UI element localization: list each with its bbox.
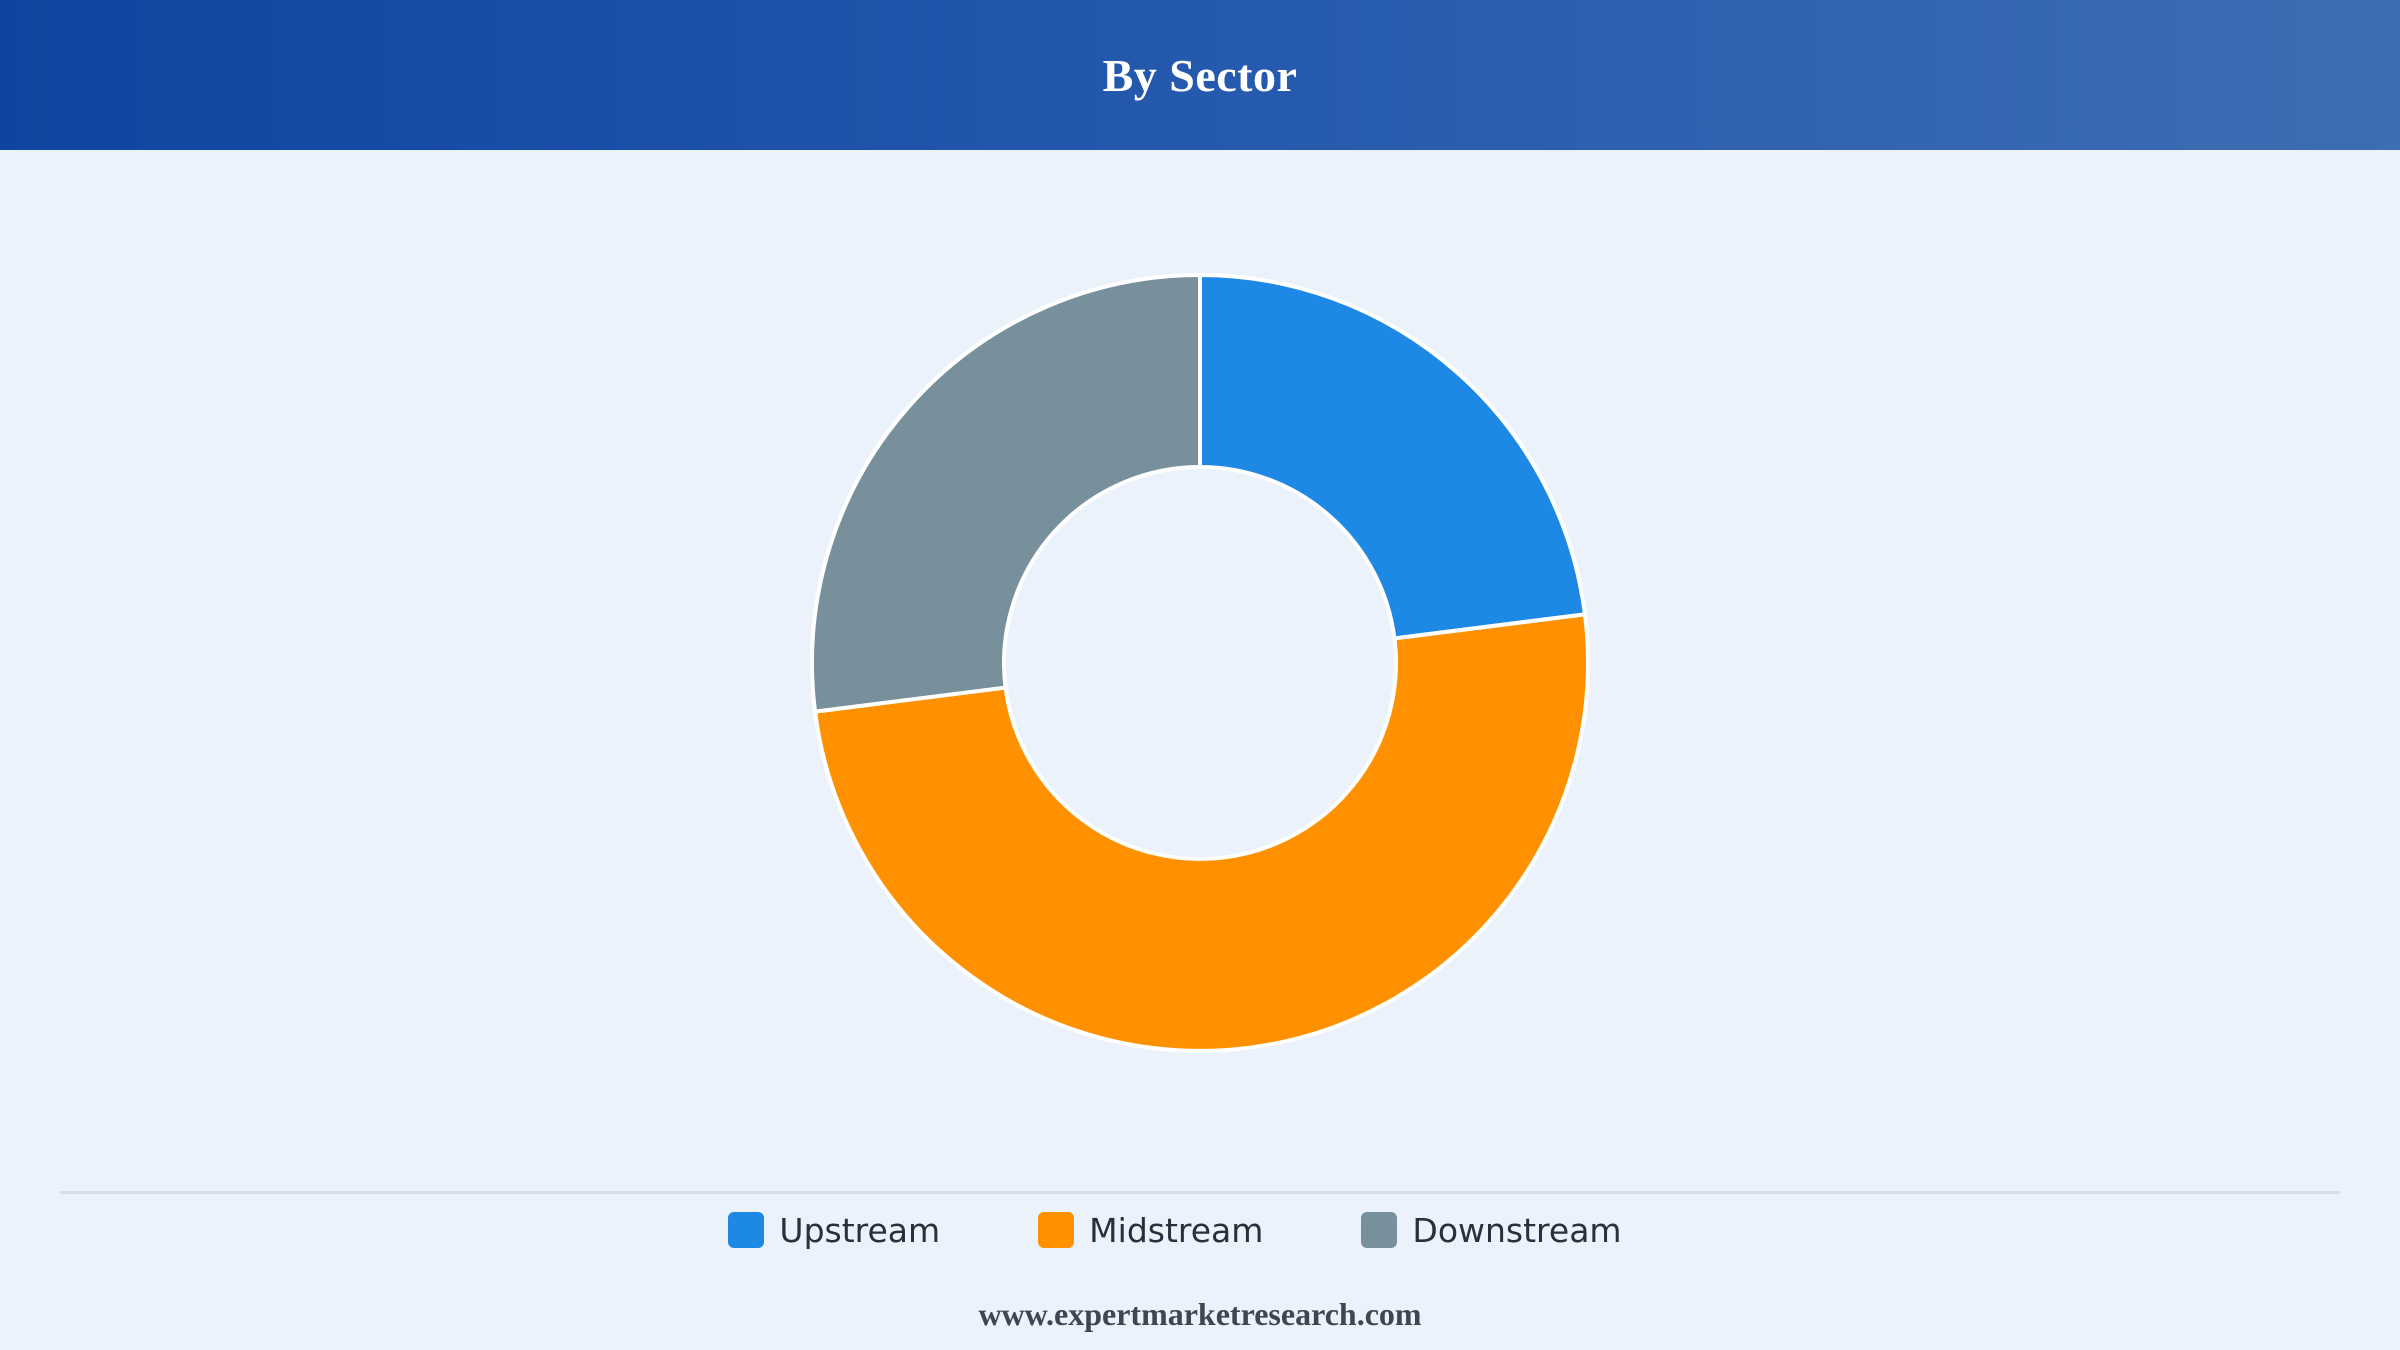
legend-swatch-downstream xyxy=(1361,1212,1398,1248)
chart-area xyxy=(0,150,2400,1190)
slice-midstream[interactable] xyxy=(813,612,1590,1053)
slice-upstream[interactable] xyxy=(1198,273,1587,641)
legend-item-midstream[interactable]: Midstream xyxy=(1038,1211,1313,1250)
donut-chart xyxy=(810,273,1590,1053)
legend-swatch-upstream xyxy=(728,1212,765,1248)
legend-swatch-midstream xyxy=(1038,1212,1075,1248)
legend-item-upstream[interactable]: Upstream xyxy=(728,1211,990,1250)
legend: Upstream Midstream Downstream xyxy=(0,1208,2400,1252)
source-url: www.expertmarketresearch.com xyxy=(978,1296,1422,1332)
legend-item-downstream[interactable]: Downstream xyxy=(1361,1211,1671,1250)
legend-label-upstream: Upstream xyxy=(779,1210,941,1250)
slice-downstream[interactable] xyxy=(810,273,1202,714)
legend-label-midstream: Midstream xyxy=(1089,1210,1264,1250)
chart-title: By Sector xyxy=(1102,49,1298,101)
chart-header: By Sector xyxy=(0,0,2400,150)
legend-divider xyxy=(60,1191,2340,1194)
legend-label-downstream: Downstream xyxy=(1412,1210,1622,1250)
